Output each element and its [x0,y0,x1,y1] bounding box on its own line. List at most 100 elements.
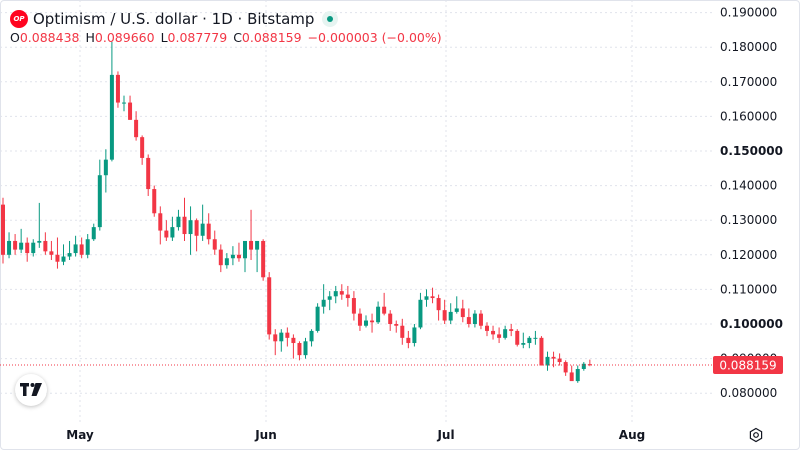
candle-body [85,239,90,255]
y-tick-label: 0.080000 [720,386,777,400]
candle-body [176,216,181,228]
candle-body [279,332,284,342]
candle [454,296,459,314]
candle [376,301,381,324]
candle [545,351,550,371]
symbol-title[interactable]: Optimism / U.S. dollar · 1D · Bitstamp [33,10,315,28]
candle-body [182,216,187,235]
candle-body [109,74,114,160]
candle-body [291,337,296,344]
candle [394,320,399,333]
low-value: 0.087779 [167,30,228,45]
candle [170,216,175,241]
candle [424,289,429,307]
y-tick-label: 0.120000 [720,248,777,262]
candle [31,239,36,257]
candle-body [249,240,254,250]
x-tick-label: May [66,428,94,442]
candle [509,324,514,337]
candle-body [315,306,320,331]
candle-body [206,223,211,240]
candle-body [140,137,145,158]
candle [230,246,235,266]
candle-body [539,337,544,366]
candle [364,315,368,328]
candle [345,285,350,307]
candle [49,240,54,260]
candle-body [430,296,435,299]
candle [351,291,356,321]
candle [551,351,556,368]
tradingview-logo-icon[interactable] [15,374,47,406]
candle-body [557,358,562,363]
candle [472,310,477,328]
candle-body [575,368,580,382]
open-value: 0.088438 [19,30,80,45]
candle-body [194,220,199,236]
candle-body [200,223,205,236]
candle-body [146,157,151,190]
y-tick-label: 0.160000 [720,109,777,123]
candle-body [509,329,514,331]
candle-body [527,337,532,344]
candle-body [122,102,126,104]
candle-body [297,343,302,356]
candle-body [333,291,338,297]
candle-body [472,313,477,324]
candle [587,359,592,367]
candle-body [515,330,520,345]
candle-body [587,364,592,366]
candle-body [115,74,120,103]
candle-body [218,249,223,266]
candle [43,232,48,255]
candle-body [49,251,54,255]
candle [103,149,108,193]
gear-icon[interactable] [748,427,764,443]
candle [140,135,145,165]
candle [255,240,260,273]
high-value: 0.089660 [94,30,155,45]
candle-body [442,310,447,321]
candle [382,292,387,316]
x-tick-label: Aug [619,428,645,442]
candle-body [134,119,139,138]
candle-body [19,242,24,250]
candle [291,334,296,359]
candle [478,310,483,330]
ohlc-legend: O0.088438 H0.089660 L0.087779 C0.088159 −0.0… [10,30,442,45]
candle [575,365,580,383]
candle-body [521,343,526,345]
candle-body [370,320,375,323]
candle-body [55,254,60,262]
candle-body [563,362,568,373]
market-status-indicator[interactable] [322,11,339,27]
candle [115,71,120,108]
candle-body [491,330,496,335]
candle-body [188,220,193,235]
candle-body [364,320,368,326]
candle-body [170,227,175,238]
x-tick-label: Jul [436,428,454,442]
candle-body [394,324,399,326]
candle [19,228,24,254]
last-price-badge [713,355,783,374]
candle-body [152,189,157,214]
candle-body [485,325,489,331]
x-tick-label: Jun [254,428,277,442]
candle [55,237,60,269]
candle-body [460,308,465,318]
candle-body [533,337,538,339]
candle [85,234,90,259]
candle [515,329,520,347]
y-tick-label: 0.150000 [720,144,783,158]
candle-body [503,329,508,338]
candle [7,232,12,259]
candle-body [309,330,314,342]
candle [243,240,247,273]
candle-body [569,372,574,382]
status-dot-icon [327,16,334,22]
candle-body [91,227,96,240]
candle [303,337,308,359]
candle [430,287,435,304]
